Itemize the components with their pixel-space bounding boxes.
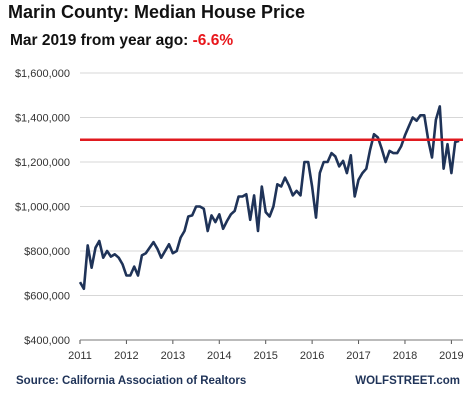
x-tick-label: 2011 [68, 350, 92, 362]
x-tick-label: 2012 [114, 350, 138, 362]
chart-title: Marin County: Median House Price [8, 2, 306, 22]
x-tick-label: 2019 [439, 350, 463, 362]
y-tick-label: $600,000 [24, 291, 70, 303]
y-axis-ticks: $400,000 $600,000 $800,000 $1,000,000 $1,200… [15, 68, 70, 347]
y-tick-label: $1,000,000 [15, 202, 70, 214]
x-tick-label: 2013 [161, 350, 185, 362]
y-tick-label: $1,400,000 [15, 113, 70, 125]
source-note: Source: California Association of Realto… [16, 375, 247, 387]
grid-lines [80, 72, 463, 341]
x-tick-label: 2016 [300, 350, 324, 362]
y-tick-label: $800,000 [24, 246, 70, 258]
y-tick-label: $400,000 [24, 335, 70, 347]
x-tick-label: 2017 [346, 350, 370, 362]
x-tick-label: 2018 [393, 350, 417, 362]
subtitle-prefix: Mar 2019 from year ago: [10, 32, 189, 49]
x-axis-ticks: 2011 2012 2013 2014 2015 2016 2017 2018 2019 [68, 340, 464, 362]
brand-label: WOLFSTREET.com [355, 375, 460, 387]
y-tick-label: $1,200,000 [15, 157, 70, 169]
subtitle-change-value: -6.6% [192, 32, 234, 49]
y-tick-label: $1,600,000 [15, 68, 70, 80]
chart-subtitle: Mar 2019 from year ago: -6.6% [10, 32, 233, 50]
series-line [78, 105, 460, 291]
x-tick-label: 2014 [207, 350, 231, 362]
x-tick-label: 2015 [253, 350, 277, 362]
